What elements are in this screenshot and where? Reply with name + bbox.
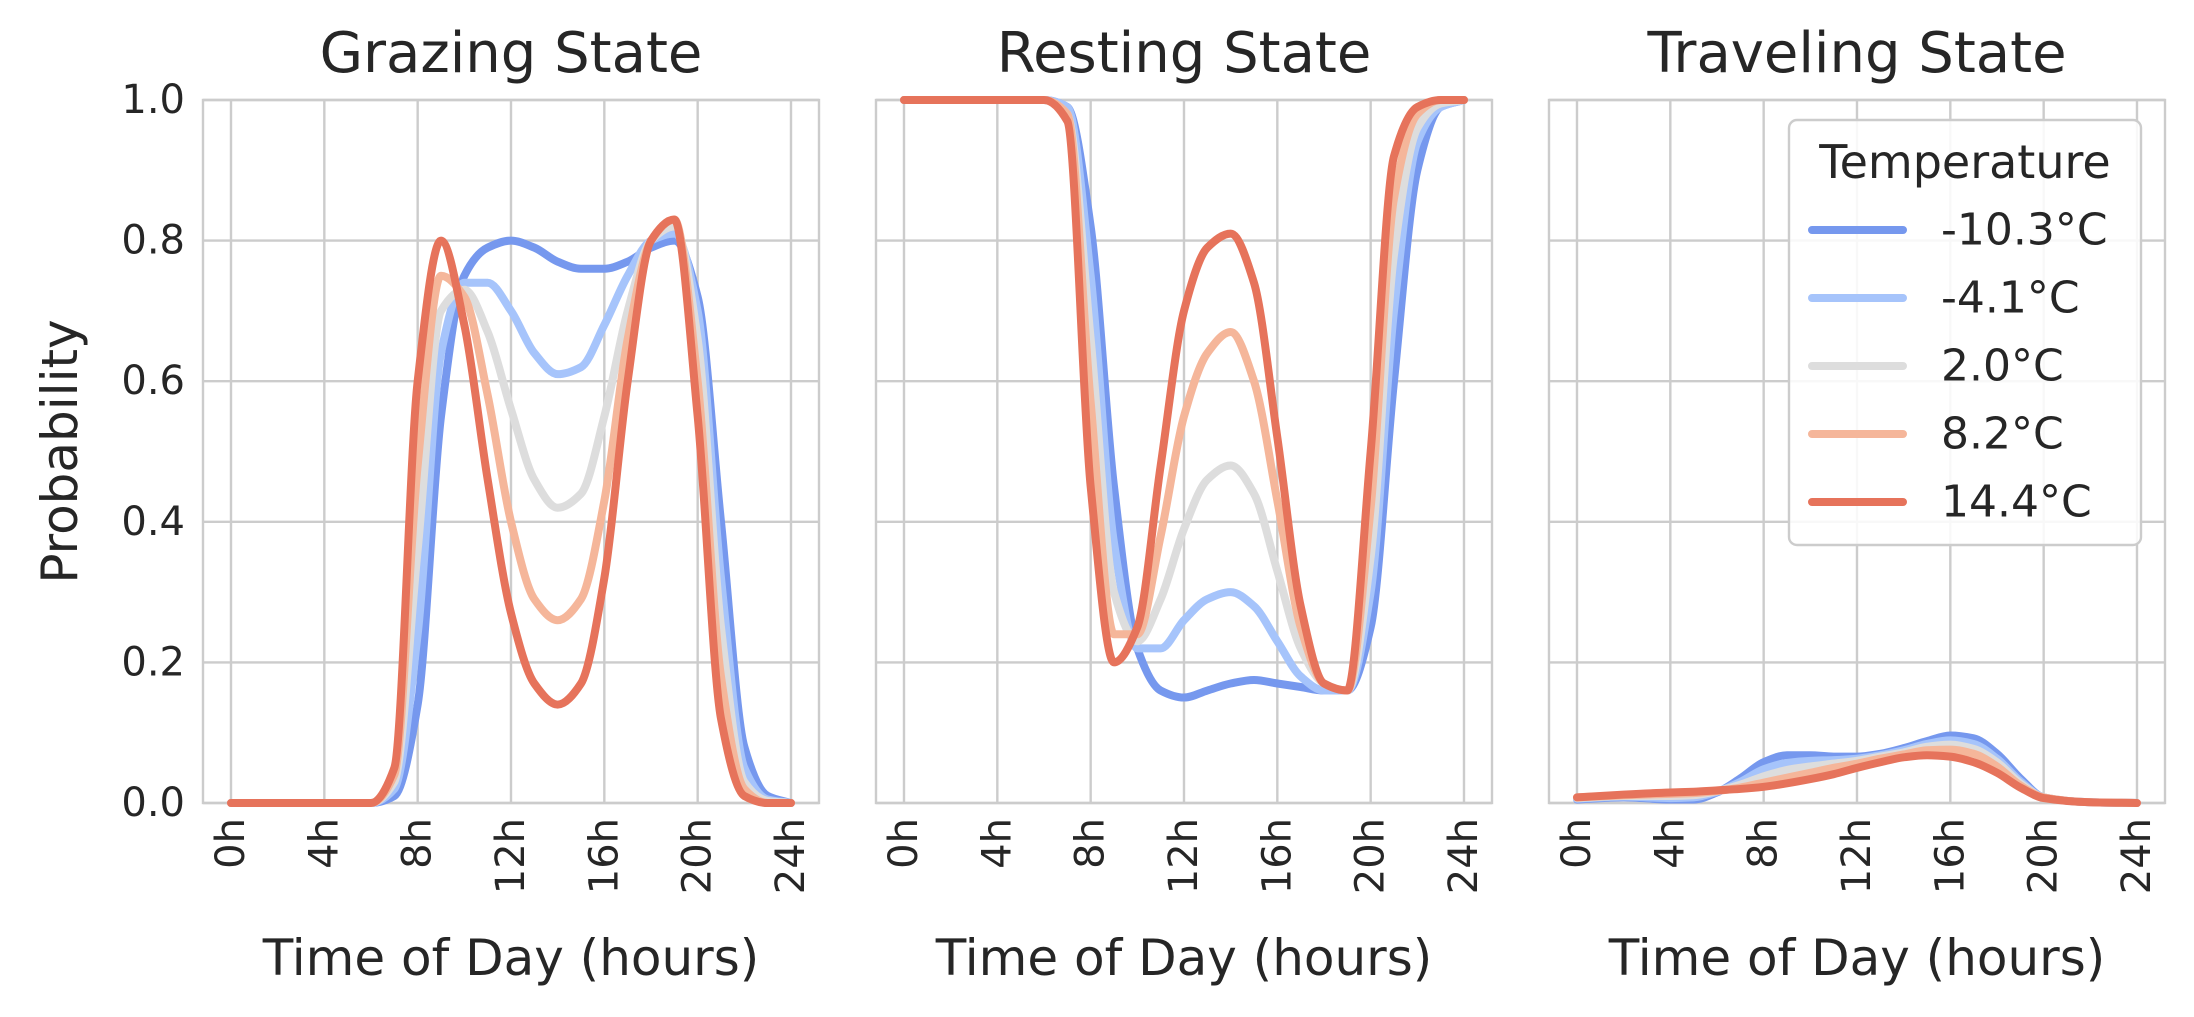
series-line-14-4-c <box>900 95 1468 695</box>
x-tick-label: 20h <box>1348 818 1394 894</box>
x-tick-label: 0h <box>208 818 254 869</box>
panel-title: Resting State <box>997 21 1372 86</box>
legend-label: 2.0°C <box>1941 341 2064 392</box>
x-tick-label: 24h <box>1441 818 1487 894</box>
panel-title: Traveling State <box>1646 21 2066 86</box>
x-tick-label: 4h <box>301 818 347 869</box>
x-tick-label: 8h <box>1068 818 1114 869</box>
legend-title: Temperature <box>1818 135 2110 189</box>
series-line-2-0-c <box>227 222 795 808</box>
x-tick-label: 8h <box>395 818 441 869</box>
plot-frame <box>874 98 1494 805</box>
series-line-14-4-c <box>227 215 795 808</box>
legend-label: -4.1°C <box>1941 273 2080 324</box>
x-tick-label: 20h <box>675 818 721 894</box>
x-tick-label: 8h <box>1741 818 1787 869</box>
x-tick-label: 4h <box>974 818 1020 869</box>
x-tick-label: 16h <box>1254 818 1300 894</box>
x-tick-label: 24h <box>2114 818 2160 894</box>
y-tick-label: 0.8 <box>121 218 185 264</box>
y-tick-label: 1.0 <box>121 77 185 123</box>
y-tick-label: 0.6 <box>121 358 185 404</box>
series-line-4-1-c <box>227 229 795 808</box>
x-tick-label: 12h <box>1834 818 1880 894</box>
y-tick-label: 0.4 <box>121 499 185 545</box>
x-tick-label: 4h <box>1647 818 1693 869</box>
legend-label: 14.4°C <box>1941 477 2092 528</box>
panel-title: Grazing State <box>320 21 703 86</box>
x-tick-label: 12h <box>488 818 534 894</box>
x-tick-label: 12h <box>1161 818 1207 894</box>
x-tick-label: 16h <box>581 818 627 894</box>
y-tick-label: 0.0 <box>121 780 185 826</box>
x-tick-label: 24h <box>768 818 814 894</box>
x-tick-label: 0h <box>1554 818 1600 869</box>
y-axis-label: Probability <box>31 319 89 583</box>
legend: Temperature -10.3°C -4.1°C 2.0°C 8.2°C 14.4°C <box>1787 118 2143 547</box>
x-tick-label: 16h <box>1927 818 1973 894</box>
x-axis-label: Time of Day (hours) <box>935 929 1433 987</box>
x-tick-label: 20h <box>2021 818 2067 894</box>
series-line-10-3-c <box>227 236 795 808</box>
x-axis-label: Time of Day (hours) <box>262 929 760 987</box>
plot-frame <box>1547 98 2167 805</box>
series-line-14-4-c <box>1573 751 2141 807</box>
legend-label: -10.3°C <box>1941 205 2108 256</box>
x-tick-label: 0h <box>881 818 927 869</box>
plot-frame <box>201 98 821 805</box>
x-axis-label: Time of Day (hours) <box>1608 929 2106 987</box>
legend-label: 8.2°C <box>1941 409 2064 460</box>
y-tick-label: 0.2 <box>121 639 185 685</box>
